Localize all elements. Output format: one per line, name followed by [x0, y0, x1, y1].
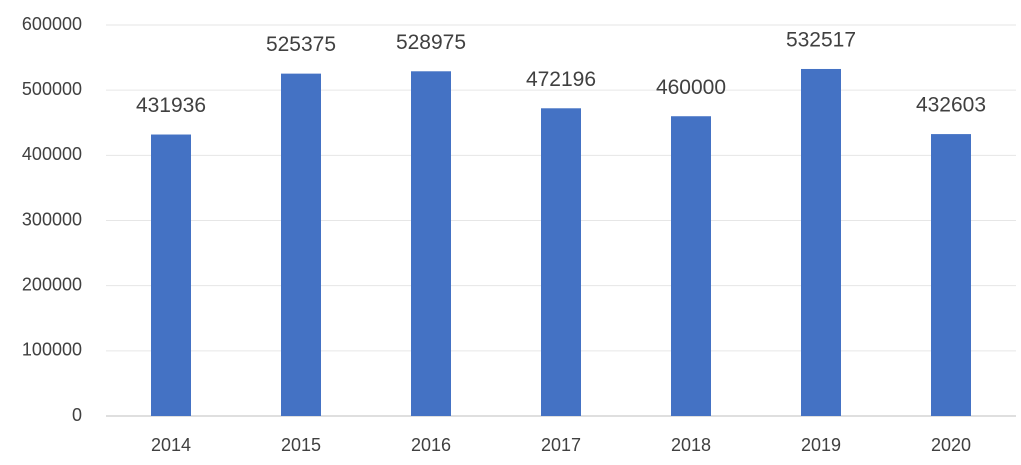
x-tick-label: 2019: [801, 435, 841, 455]
y-tick-label: 100000: [22, 340, 82, 360]
y-tick-label: 600000: [22, 14, 82, 34]
x-tick-label: 2016: [411, 435, 451, 455]
data-label: 432603: [916, 94, 986, 117]
bar: [801, 68, 841, 416]
data-label: 528975: [396, 31, 466, 54]
data-label: 525375: [266, 33, 336, 56]
x-tick-label: 2014: [151, 435, 191, 455]
x-tick-label: 2015: [281, 435, 321, 455]
y-tick-label: 300000: [22, 209, 82, 229]
y-tick-label: 200000: [22, 274, 82, 294]
bar: [671, 116, 711, 416]
y-tick-label: 500000: [22, 79, 82, 99]
bar: [931, 134, 971, 417]
data-label: 532517: [786, 29, 856, 52]
bar: [281, 73, 321, 417]
x-tick-label: 2018: [671, 435, 711, 455]
x-tick-label: 2017: [541, 435, 581, 455]
y-tick-label: 400000: [22, 144, 82, 164]
data-label: 472196: [526, 68, 596, 91]
bar: [411, 71, 451, 417]
data-label: 431936: [136, 94, 206, 117]
y-tick-label: 0: [72, 405, 82, 425]
bar: [151, 134, 191, 416]
data-label: 460000: [656, 76, 726, 99]
bar: [541, 108, 581, 416]
x-tick-label: 2020: [931, 435, 971, 455]
